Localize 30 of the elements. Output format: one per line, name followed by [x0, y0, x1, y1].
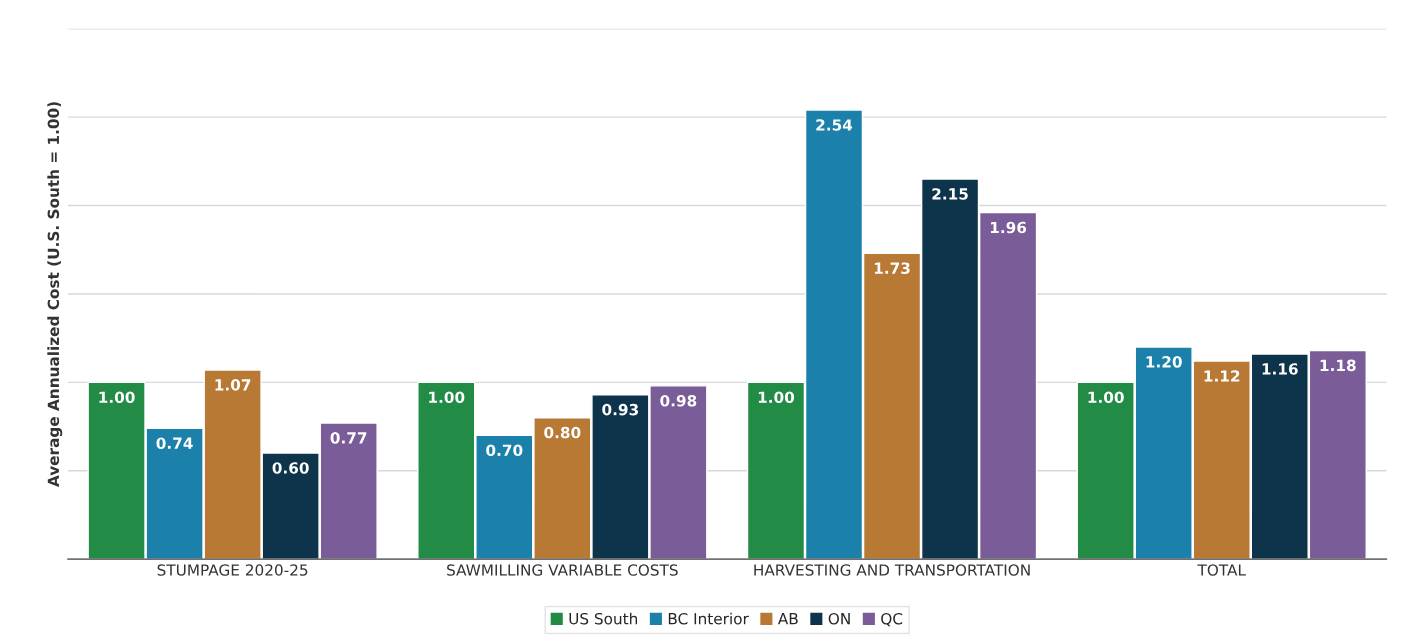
data-label: 0.70	[486, 444, 523, 457]
data-label: 1.00	[99, 391, 135, 403]
legend-label: AB	[777, 613, 798, 625]
legend-label: BC Interior	[668, 612, 749, 625]
data-label: 1.12	[1204, 370, 1240, 382]
x-tick-label: HARVESTING AND TRANSPORTATION	[754, 564, 1030, 576]
data-label: 1.07	[215, 379, 251, 391]
data-label: 1.16	[1262, 363, 1298, 375]
y-axis-title: Average Annualized Cost (U.S. South = 1.00)	[47, 102, 63, 487]
data-label: 0.93	[602, 403, 638, 416]
x-tick-label: STUMPAGE 2020-25	[157, 564, 308, 576]
data-label: 1.20	[1146, 356, 1182, 368]
data-label: 1.73	[874, 262, 910, 274]
legend-label: QC	[881, 612, 903, 627]
data-label: 0.98	[660, 394, 697, 407]
data-label: 2.15	[932, 188, 968, 200]
data-label: 1.00	[1088, 391, 1124, 403]
data-label: 0.74	[156, 437, 193, 449]
data-label: 1.00	[758, 391, 795, 403]
x-tick-label: SAWMILLING VARIABLE COSTS	[447, 564, 678, 576]
data-label: 1.96	[990, 221, 1027, 234]
data-label: 1.18	[1320, 359, 1356, 372]
data-label: 0.60	[272, 462, 309, 474]
data-label: 0.80	[544, 426, 581, 439]
data-label: 2.54	[816, 119, 853, 131]
data-label: 0.77	[330, 432, 367, 444]
x-tick-label: TOTAL	[1197, 564, 1246, 576]
legend-label: US South	[569, 612, 638, 625]
data-label: 1.00	[429, 391, 465, 403]
legend-label: ON	[828, 612, 850, 625]
